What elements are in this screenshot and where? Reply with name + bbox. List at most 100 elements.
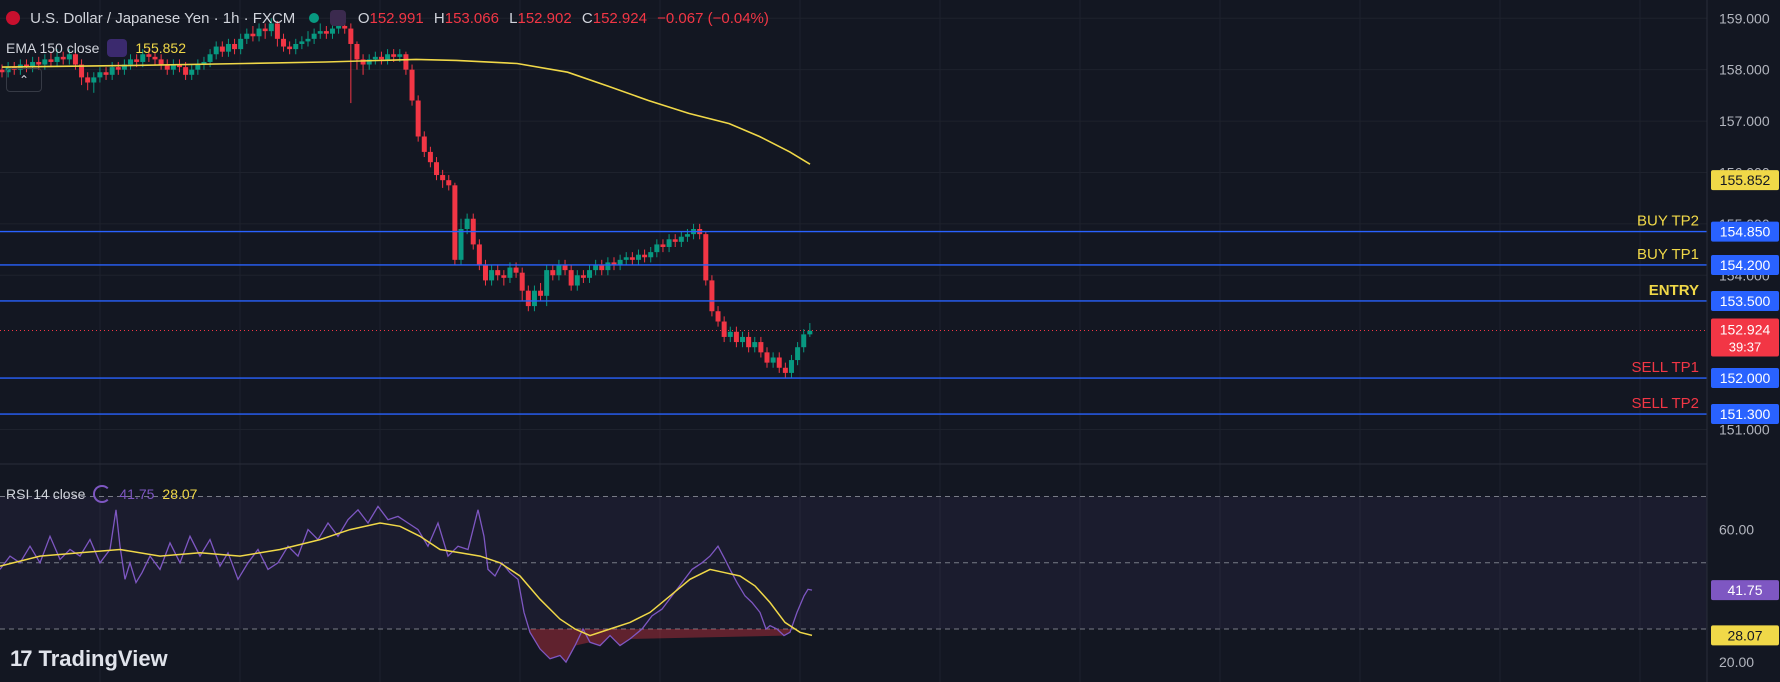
candle-body: [568, 270, 574, 286]
candle-body: [464, 218, 470, 229]
candle-body: [219, 46, 225, 52]
low-label: L: [509, 10, 518, 27]
candle-body: [746, 336, 752, 348]
ema-line: [0, 58, 1707, 332]
rsi-loading-icon: [93, 485, 112, 503]
candle-body: [409, 69, 415, 101]
flag-icon: [6, 11, 20, 25]
candle-body: [587, 270, 593, 278]
candle-body: [623, 257, 629, 260]
candle-body: [642, 254, 648, 258]
candle-body: [354, 43, 360, 60]
candle-body: [635, 254, 641, 260]
rsi-line: [0, 505, 813, 664]
candle-body: [305, 38, 311, 42]
ema-legend-label: EMA 150 close: [6, 40, 100, 56]
candle-body: [531, 290, 537, 307]
symbol-title: U.S. Dollar / Japanese Yen · 1h · FXCM: [30, 10, 296, 27]
price-tick-label: 157.000: [1719, 113, 1770, 129]
candle-body: [648, 252, 654, 258]
ema-legend[interactable]: EMA 150 close 155.852: [6, 39, 186, 57]
candle-body: [195, 64, 201, 70]
symbol-header: U.S. Dollar / Japanese Yen · 1h · FXCM O…: [6, 10, 769, 27]
candle-body: [48, 59, 54, 62]
indicator-dot-icon: [309, 13, 320, 23]
candle-body: [342, 25, 348, 29]
candle-body: [617, 259, 623, 265]
candle-body: [281, 38, 287, 47]
candle-body: [213, 46, 219, 55]
low-value: 152.902: [517, 10, 572, 27]
rsi-value-badge-bg: [1711, 580, 1779, 601]
candle-body: [795, 347, 801, 361]
candle-body: [60, 56, 66, 60]
candle-body: [385, 54, 391, 60]
candle-body: [268, 23, 274, 32]
candle-body: [721, 321, 727, 337]
countdown-badge: 39:37: [1729, 340, 1762, 355]
candle-body: [703, 234, 709, 281]
level-price-badge-bg: [1711, 404, 1779, 425]
candle-body: [103, 72, 109, 75]
candle-body: [458, 229, 464, 260]
rsi-ma-line: [0, 522, 813, 637]
candle-body: [397, 54, 403, 57]
candle-body: [672, 239, 678, 242]
candle-body: [446, 180, 452, 186]
candle-body: [482, 264, 488, 281]
candle-body: [164, 64, 170, 70]
candle-body: [764, 352, 770, 363]
candle-body: [274, 23, 280, 39]
candle-body: [599, 264, 605, 271]
last-price-badge-bg: [1711, 318, 1779, 357]
price-axis[interactable]: 159.000158.000157.000156.000155.000154.0…: [1706, 0, 1780, 682]
chevron-up-icon: ⌃: [18, 73, 30, 87]
trade-levels: BUY TP2 BUY TP1 ENTRY SELL TP1 SELL TP2: [0, 213, 1707, 415]
rsi-legend[interactable]: RSI 14 close 41.75 28.07: [6, 485, 197, 503]
price-tick-label: 151.000: [1719, 421, 1770, 437]
rsi-ma-value-badge: 28.07: [1727, 627, 1762, 643]
candle-body: [262, 28, 268, 32]
candle-body: [360, 59, 366, 65]
candle-body: [611, 262, 617, 265]
ema-price-badge: 155.852: [1720, 172, 1771, 188]
level-price-badge-bg: [1711, 221, 1779, 242]
open-value: 152.991: [369, 10, 424, 27]
candle-body: [372, 56, 378, 60]
rsi-tick-label: 60.00: [1719, 522, 1754, 538]
candle-body: [54, 56, 60, 62]
close-value: 152.924: [592, 10, 647, 27]
ema-settings-icon[interactable]: [107, 39, 128, 57]
candle-body: [189, 69, 195, 75]
candle-body: [733, 331, 739, 343]
candle-body: [513, 267, 519, 273]
candle-body: [121, 64, 127, 70]
candle-body: [440, 175, 446, 181]
candlestick-series: [0, 18, 813, 379]
candle-body: [574, 275, 580, 286]
candle-body: [97, 72, 103, 78]
candle-body: [256, 28, 262, 37]
candle-body: [727, 331, 733, 337]
candle-body: [317, 31, 323, 34]
rsi-tick-label: 20.00: [1719, 654, 1754, 670]
candle-body: [348, 28, 354, 44]
candle-body: [66, 54, 72, 60]
candle-body: [91, 77, 97, 83]
candle-body: [299, 41, 305, 44]
candle-body: [36, 61, 42, 65]
level-price-badge-bg: [1711, 290, 1779, 311]
candle-body: [709, 280, 715, 312]
collapse-legend-button[interactable]: ⌃: [6, 68, 42, 92]
tradingview-logo[interactable]: 17 TradingView: [10, 646, 168, 672]
candle-body: [801, 334, 807, 348]
candle-body: [140, 54, 146, 62]
candle-body: [525, 290, 531, 307]
candle-body: [489, 270, 495, 281]
rsi-ma-legend-value: 28.07: [162, 486, 198, 502]
price-tick-label: 159.000: [1719, 10, 1770, 26]
level-price-badge: 152.000: [1720, 370, 1771, 386]
candle-body: [434, 162, 440, 176]
candle-body: [0, 69, 5, 73]
